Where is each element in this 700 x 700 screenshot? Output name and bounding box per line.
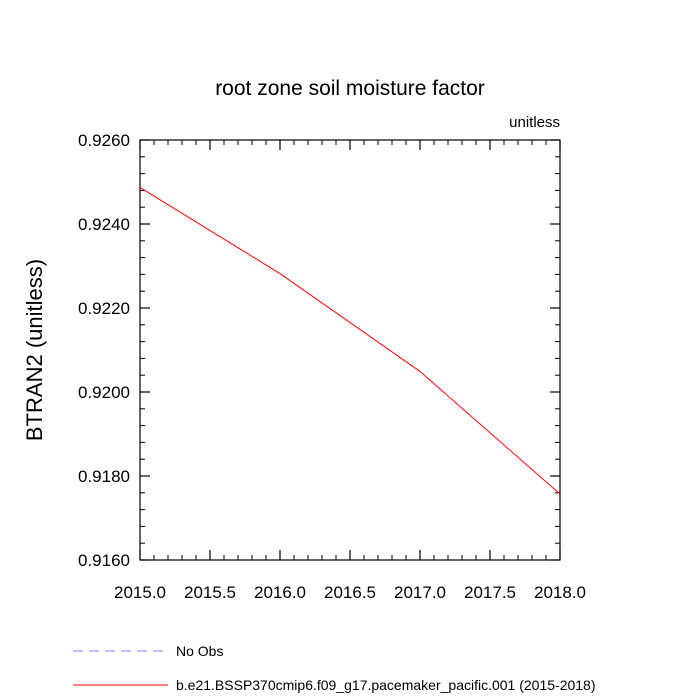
y-tick-label: 0.9220 <box>78 299 130 318</box>
y-tick-label: 0.9180 <box>78 467 130 486</box>
x-tick-label: 2015.5 <box>184 583 236 602</box>
x-tick-label: 2017.0 <box>394 583 446 602</box>
y-tick-label: 0.9200 <box>78 383 130 402</box>
plot-frame <box>139 139 561 561</box>
legend: No Obs b.e21.BSSP370cmip6.f09_g17.pacemak… <box>73 643 596 693</box>
series-lines <box>139 187 561 495</box>
chart-title: root zone soil moisture factor <box>215 77 485 100</box>
x-tick-label: 2015.0 <box>114 583 166 602</box>
series-line-0 <box>139 187 561 495</box>
y-tick-label: 0.9160 <box>78 551 130 570</box>
y-tick-label: 0.9260 <box>78 131 130 150</box>
y-tick-label: 0.9240 <box>78 215 130 234</box>
legend-label-1: b.e21.BSSP370cmip6.f09_g17.pacemaker_pac… <box>176 677 596 693</box>
y-tick-labels: 0.9160 0.9180 0.9200 0.9220 0.9240 0.9260 <box>78 131 130 570</box>
axis-ticks <box>139 139 561 561</box>
x-tick-label: 2017.5 <box>464 583 516 602</box>
x-tick-label: 2016.0 <box>254 583 306 602</box>
units-label: unitless <box>509 114 560 131</box>
x-tick-label: 2016.5 <box>324 583 376 602</box>
legend-label-0: No Obs <box>176 643 223 659</box>
x-tick-labels: 2015.0 2015.5 2016.0 2016.5 2017.0 2017.5 2018… <box>114 583 586 602</box>
x-tick-label: 2018.0 <box>534 583 586 602</box>
y-axis-label: BTRAN2 (unitless) <box>22 259 47 441</box>
